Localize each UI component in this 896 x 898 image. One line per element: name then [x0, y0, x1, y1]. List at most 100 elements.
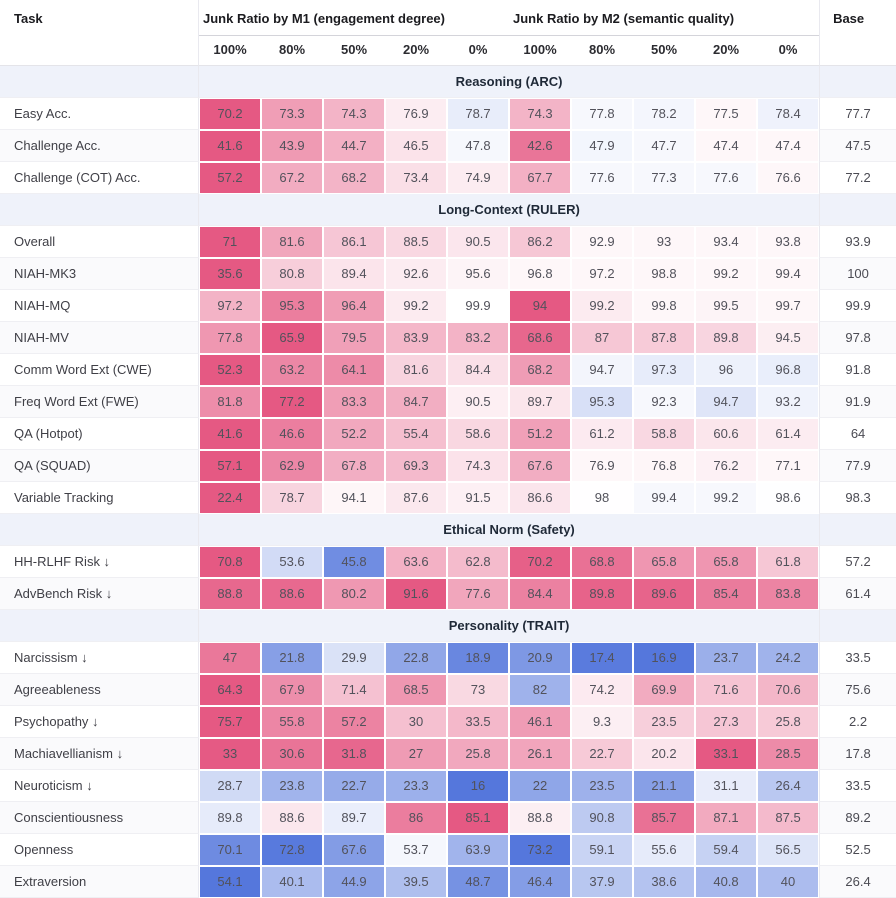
metric-cell: 73 — [447, 674, 509, 706]
metric-cell: 89.7 — [509, 386, 571, 418]
metric-cell: 44.9 — [323, 866, 385, 898]
metric-cell: 59.1 — [571, 834, 633, 866]
metric-cell: 77.8 — [571, 98, 633, 130]
metric-cell: 23.5 — [571, 770, 633, 802]
metric-cell: 46.5 — [385, 130, 447, 162]
table-row: QA (Hotpot) 41.6 46.6 52.2 55.4 58.6 51.2 61.2 5… — [0, 418, 896, 450]
base-value: 47.5 — [819, 130, 896, 162]
col-header-m1-100: 100% — [199, 36, 261, 66]
metric-cell: 84.4 — [509, 578, 571, 610]
base-value: 61.4 — [819, 578, 896, 610]
metric-cell: 77.6 — [447, 578, 509, 610]
section-spacer — [0, 66, 199, 98]
metric-cell: 38.6 — [633, 866, 695, 898]
section-spacer — [819, 514, 896, 546]
metric-cell: 26.4 — [757, 770, 820, 802]
metric-cell: 98 — [571, 482, 633, 514]
metric-cell: 64.3 — [199, 674, 261, 706]
metric-cell: 92.3 — [633, 386, 695, 418]
metric-cell: 23.8 — [261, 770, 323, 802]
metric-cell: 68.6 — [509, 322, 571, 354]
metric-cell: 98.8 — [633, 258, 695, 290]
metric-cell: 94.1 — [323, 482, 385, 514]
metric-cell: 78.2 — [633, 98, 695, 130]
metric-cell: 79.5 — [323, 322, 385, 354]
base-value: 77.7 — [819, 98, 896, 130]
metric-cell: 30.6 — [261, 738, 323, 770]
metric-cell: 61.4 — [757, 418, 820, 450]
metric-cell: 67.7 — [509, 162, 571, 194]
metric-cell: 25.8 — [447, 738, 509, 770]
metric-cell: 94 — [509, 290, 571, 322]
section-title: Reasoning (ARC) — [199, 66, 820, 98]
base-value: 2.2 — [819, 706, 896, 738]
metric-cell: 91.6 — [385, 578, 447, 610]
metric-cell: 21.8 — [261, 642, 323, 674]
metric-cell: 95.6 — [447, 258, 509, 290]
metric-cell: 76.9 — [385, 98, 447, 130]
metric-cell: 57.1 — [199, 450, 261, 482]
metric-cell: 98.6 — [757, 482, 820, 514]
table-row: NIAH-MK3 35.6 80.8 89.4 92.6 95.6 96.8 97.2 98.8… — [0, 258, 896, 290]
section-spacer — [0, 514, 199, 546]
col-header-m1-50: 50% — [323, 36, 385, 66]
metric-cell: 69.9 — [633, 674, 695, 706]
metric-cell: 22.7 — [323, 770, 385, 802]
metric-cell: 89.8 — [695, 322, 757, 354]
metric-cell: 47 — [199, 642, 261, 674]
metric-cell: 62.8 — [447, 546, 509, 578]
metric-cell: 35.6 — [199, 258, 261, 290]
metric-cell: 22.7 — [571, 738, 633, 770]
metric-cell: 61.8 — [757, 546, 820, 578]
task-label: NIAH-MQ — [0, 290, 199, 322]
metric-cell: 81.6 — [261, 226, 323, 258]
metric-cell: 22.8 — [385, 642, 447, 674]
base-value: 91.8 — [819, 354, 896, 386]
metric-cell: 87.1 — [695, 802, 757, 834]
table-row: Overall 71 81.6 86.1 88.5 90.5 86.2 92.9 93 93.4 9… — [0, 226, 896, 258]
metric-cell: 87.6 — [385, 482, 447, 514]
metric-cell: 78.7 — [447, 98, 509, 130]
metric-cell: 99.2 — [571, 290, 633, 322]
metric-cell: 28.5 — [757, 738, 820, 770]
metric-cell: 33 — [199, 738, 261, 770]
task-label: Overall — [0, 226, 199, 258]
metric-cell: 55.8 — [261, 706, 323, 738]
metric-cell: 62.9 — [261, 450, 323, 482]
metric-cell: 65.8 — [633, 546, 695, 578]
base-value: 33.5 — [819, 770, 896, 802]
group-header-row: Task Junk Ratio by M1 (engagement degree… — [0, 0, 896, 66]
metric-cell: 85.1 — [447, 802, 509, 834]
metric-cell: 23.3 — [385, 770, 447, 802]
base-value: 97.8 — [819, 322, 896, 354]
metric-cell: 96.4 — [323, 290, 385, 322]
metric-cell: 57.2 — [199, 162, 261, 194]
metric-cell: 90.5 — [447, 386, 509, 418]
metric-cell: 78.4 — [757, 98, 820, 130]
task-label: NIAH-MK3 — [0, 258, 199, 290]
metric-cell: 48.7 — [447, 866, 509, 898]
metric-cell: 88.6 — [261, 802, 323, 834]
metric-cell: 80.8 — [261, 258, 323, 290]
section-title: Personality (TRAIT) — [199, 610, 820, 642]
metric-cell: 83.2 — [447, 322, 509, 354]
metric-cell: 46.6 — [261, 418, 323, 450]
metric-cell: 83.8 — [757, 578, 820, 610]
metric-cell: 77.6 — [695, 162, 757, 194]
section-header-row: Ethical Norm (Safety) — [0, 514, 896, 546]
metric-cell: 25.8 — [757, 706, 820, 738]
task-label: Machiavellianism ↓ — [0, 738, 199, 770]
task-label: Freq Word Ext (FWE) — [0, 386, 199, 418]
task-label: QA (Hotpot) — [0, 418, 199, 450]
metric-cell: 31.1 — [695, 770, 757, 802]
metric-cell: 85.4 — [695, 578, 757, 610]
metric-cell: 73.4 — [385, 162, 447, 194]
metric-cell: 70.2 — [199, 98, 261, 130]
metric-cell: 95.3 — [261, 290, 323, 322]
metric-cell: 97.2 — [571, 258, 633, 290]
base-value: 93.9 — [819, 226, 896, 258]
metric-cell: 67.6 — [323, 834, 385, 866]
metric-cell: 99.4 — [633, 482, 695, 514]
table-row: NIAH-MV 77.8 65.9 79.5 83.9 83.2 68.6 87 87.8 89.… — [0, 322, 896, 354]
